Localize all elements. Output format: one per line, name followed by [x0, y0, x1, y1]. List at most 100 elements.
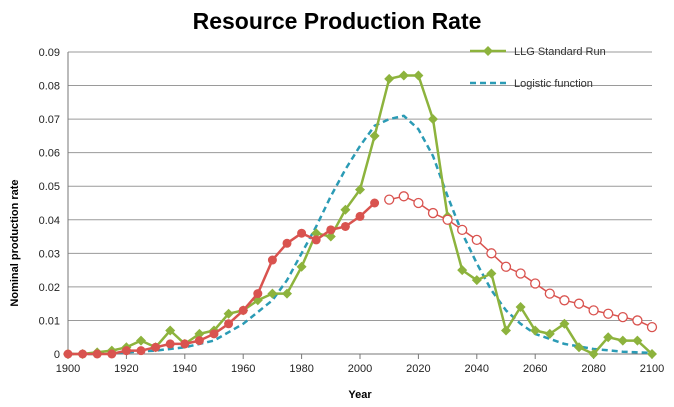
y-tick-label: 0.03	[39, 248, 60, 260]
data-point	[457, 265, 468, 276]
data-point	[326, 225, 336, 235]
data-point	[369, 130, 380, 141]
data-point	[136, 335, 146, 346]
x-tick-label: 1920	[114, 363, 138, 375]
series-layer	[63, 70, 658, 359]
series-line	[68, 114, 653, 356]
data-point	[427, 207, 439, 219]
x-axis-label: Year	[348, 389, 372, 401]
x-tick-label: 2100	[640, 363, 664, 375]
x-tick-label: 1960	[231, 363, 255, 375]
y-tick-label: 0	[54, 349, 60, 361]
data-point	[471, 234, 482, 246]
x-tick-label: 2000	[348, 363, 372, 375]
data-point	[224, 319, 234, 329]
data-point	[559, 318, 570, 329]
data-point	[632, 335, 643, 346]
data-point	[253, 289, 263, 299]
series-line	[68, 202, 376, 356]
data-point	[92, 349, 102, 359]
data-point	[355, 211, 365, 221]
data-point	[107, 349, 117, 359]
data-point	[267, 288, 278, 299]
data-point	[325, 231, 336, 242]
data-point	[588, 349, 599, 359]
data-point	[180, 339, 190, 349]
data-point	[515, 268, 526, 279]
x-tick-label: 2080	[581, 363, 605, 375]
y-tick-label: 0.09	[39, 47, 60, 59]
data-point	[340, 204, 351, 215]
data-point	[617, 311, 628, 323]
data-point	[486, 248, 497, 259]
data-point	[617, 335, 628, 346]
data-point	[78, 349, 88, 359]
data-point	[442, 214, 453, 225]
y-tick-label: 0.06	[39, 148, 60, 160]
x-tick-label: 1940	[173, 363, 197, 375]
data-point	[486, 268, 497, 279]
x-tick-label: 2060	[523, 363, 547, 375]
legend: LLG Standard Run Logistic function	[470, 46, 606, 90]
data-point	[501, 325, 511, 336]
data-point	[223, 308, 234, 319]
data-point	[384, 194, 395, 205]
data-point	[413, 197, 424, 209]
data-point	[559, 295, 570, 306]
x-tick-label: 2040	[465, 363, 489, 375]
axes	[67, 52, 653, 359]
x-tick-label: 1980	[289, 363, 313, 375]
data-point	[165, 325, 176, 336]
chart-title: Resource Production Rate	[192, 8, 482, 34]
data-point	[647, 349, 657, 359]
data-point	[165, 339, 175, 349]
data-point	[282, 238, 292, 248]
data-point	[121, 346, 131, 356]
data-point	[398, 70, 409, 81]
data-point	[500, 261, 512, 272]
data-point	[370, 198, 380, 208]
data-point	[471, 275, 482, 286]
legend-label: Logistic function	[514, 78, 593, 90]
data-point	[151, 342, 161, 352]
data-point	[282, 288, 292, 299]
x-tick-label: 1900	[56, 363, 80, 375]
data-point	[194, 336, 204, 346]
y-tick-label: 0.05	[39, 181, 60, 193]
data-point	[573, 298, 585, 309]
data-point	[646, 322, 658, 333]
data-point	[63, 349, 73, 359]
data-point	[457, 224, 468, 235]
data-point	[515, 302, 526, 313]
data-point	[632, 315, 643, 326]
legend-marker	[483, 46, 493, 56]
data-point	[209, 329, 219, 339]
y-tick-label: 0.07	[39, 114, 60, 126]
gridlines	[68, 51, 652, 321]
data-point	[588, 305, 599, 316]
data-point	[238, 305, 248, 315]
data-point	[574, 342, 584, 353]
data-point	[355, 184, 365, 195]
data-point	[311, 228, 322, 239]
data-point	[428, 114, 438, 125]
y-tick-label: 0.08	[39, 81, 60, 93]
data-point	[384, 73, 395, 84]
data-point	[340, 221, 350, 231]
data-point	[603, 332, 614, 343]
data-point	[530, 325, 541, 336]
data-point	[544, 328, 555, 339]
data-point	[603, 308, 614, 319]
y-axis-label: Nominal production rate	[9, 179, 21, 306]
y-tick-label: 0.01	[39, 315, 60, 327]
data-point	[267, 255, 277, 265]
x-tick-label: 2020	[406, 363, 430, 375]
y-tick-label: 0.04	[39, 215, 60, 227]
tick-labels: 0 0.01 0.02 0.03 0.04 0.05 0.06 0.07 0.08 0.09 190…	[39, 47, 665, 375]
legend-label: LLG Standard Run	[514, 46, 606, 58]
y-tick-label: 0.02	[39, 282, 60, 294]
data-point	[398, 191, 409, 202]
data-point	[530, 278, 541, 289]
data-point	[413, 70, 424, 81]
